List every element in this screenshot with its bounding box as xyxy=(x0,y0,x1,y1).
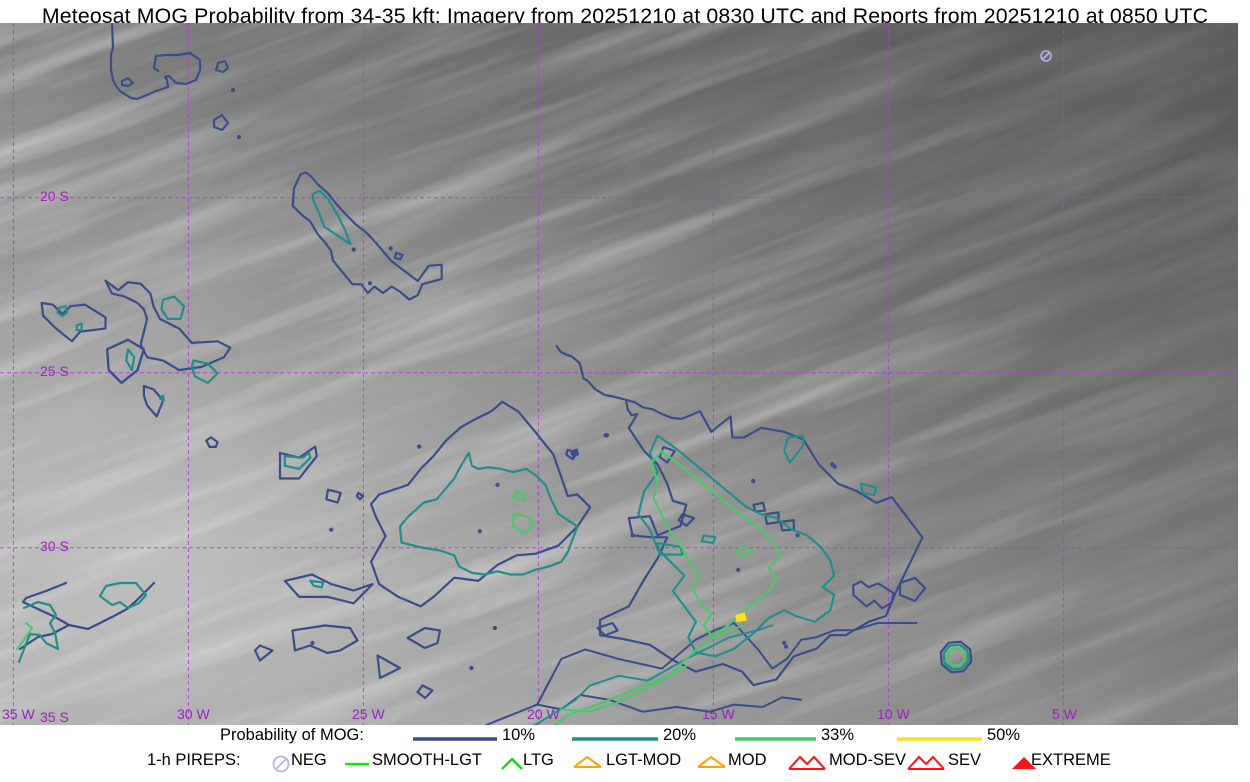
svg-text:20 S: 20 S xyxy=(40,188,69,204)
svg-text:25 S: 25 S xyxy=(40,363,69,379)
svg-text:5 W: 5 W xyxy=(1052,706,1078,722)
svg-text:35 S: 35 S xyxy=(40,709,69,725)
svg-text:30 W: 30 W xyxy=(177,706,210,722)
svg-text:35 W: 35 W xyxy=(2,706,35,722)
svg-text:10 W: 10 W xyxy=(877,706,910,722)
svg-text:30 S: 30 S xyxy=(40,538,69,554)
svg-text:25 W: 25 W xyxy=(352,706,385,722)
